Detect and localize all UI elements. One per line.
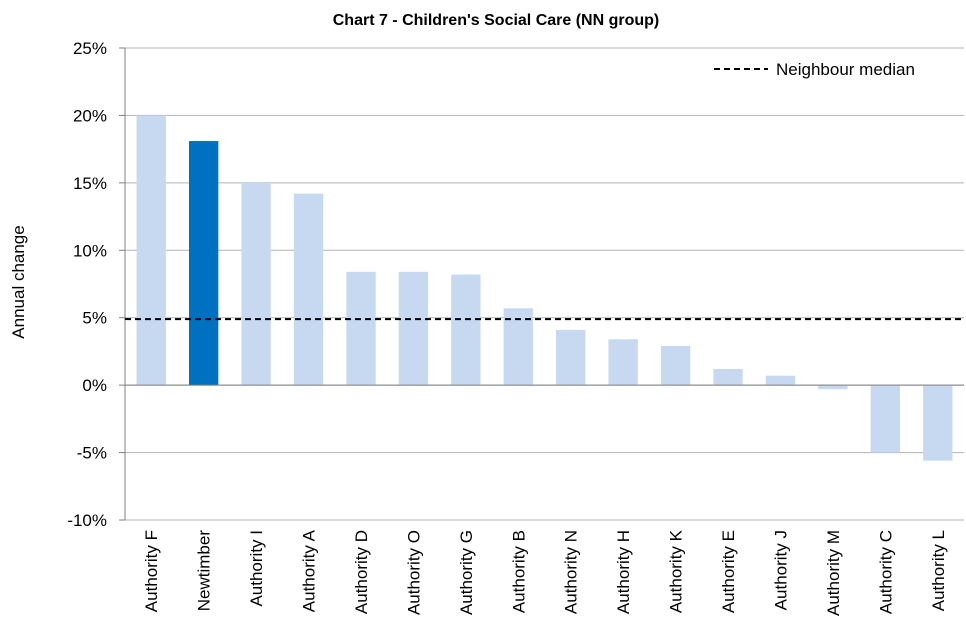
x-category-label: Authority I — [247, 530, 266, 607]
bar — [608, 339, 638, 386]
chart-title: Chart 7 - Children's Social Care (NN gro… — [333, 12, 660, 29]
bar — [136, 115, 166, 386]
y-tick-label: -10% — [67, 511, 107, 530]
y-axis-title: Annual change — [9, 225, 28, 338]
x-category-label: Authority G — [457, 530, 476, 615]
bar — [451, 274, 481, 386]
y-tick-label: 0% — [82, 376, 107, 395]
y-tick-label: 10% — [73, 241, 107, 260]
x-category-label: Authority J — [771, 530, 790, 610]
legend-median-label: Neighbour median — [776, 60, 915, 79]
bar — [241, 182, 271, 386]
y-tick-labels: -10% -5% 0% 5% 10% 15% 20% 25% — [67, 39, 125, 530]
bar — [556, 329, 586, 386]
y-tick-label: 15% — [73, 174, 107, 193]
bar — [660, 346, 691, 386]
bars — [136, 115, 953, 461]
x-category-label: Authority F — [142, 530, 161, 612]
x-category-label: Authority E — [719, 530, 738, 613]
bar — [346, 271, 376, 386]
x-category-label: Authority M — [824, 530, 843, 616]
bar — [923, 385, 953, 461]
legend: Neighbour median — [714, 60, 915, 79]
x-category-labels: Authority F Newtimber Authority I Authority… — [142, 529, 948, 616]
x-category-label: Authority C — [876, 530, 895, 614]
x-category-label: Authority A — [300, 529, 319, 612]
bar — [870, 385, 901, 453]
x-category-label: Authority H — [614, 530, 633, 614]
x-category-label: Authority N — [562, 530, 581, 614]
x-category-label: Authority K — [667, 529, 686, 613]
y-tick-label: 5% — [82, 309, 107, 328]
axes — [124, 48, 964, 520]
bar — [818, 385, 848, 390]
x-category-label: Authority B — [509, 530, 528, 613]
x-category-label: Authority D — [352, 530, 371, 614]
y-tick-label: 25% — [73, 39, 107, 58]
y-tick-label: -5% — [77, 444, 107, 463]
bar — [765, 375, 796, 386]
bar-highlight — [188, 141, 219, 386]
bar — [398, 271, 429, 386]
x-category-label: Authority L — [929, 530, 948, 611]
x-category-label: Authority O — [404, 530, 423, 615]
y-tick-label: 20% — [73, 106, 107, 125]
x-category-label: Newtimber — [195, 530, 214, 612]
bar — [293, 193, 324, 386]
bar — [713, 368, 743, 386]
bar — [503, 308, 533, 386]
